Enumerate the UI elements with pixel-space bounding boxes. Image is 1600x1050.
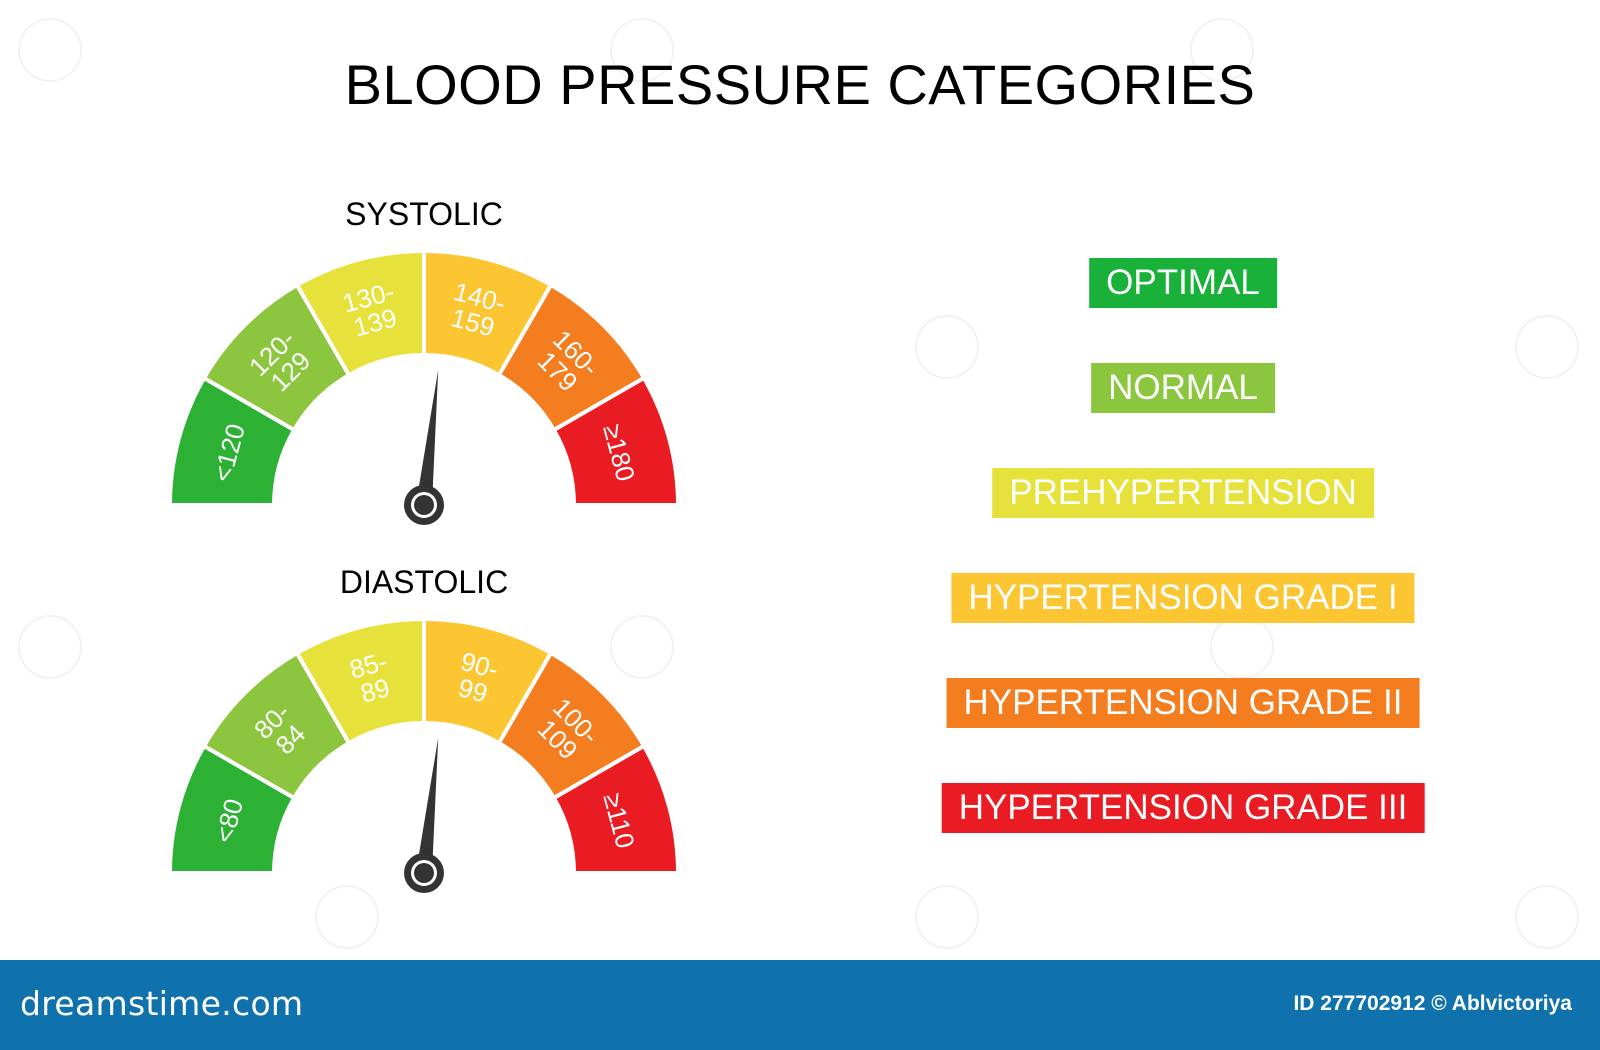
- watermark-icon: [18, 18, 82, 82]
- watermark-icon: [1190, 18, 1254, 82]
- gauge-needle-hub-center: [414, 863, 434, 883]
- legend-prehypertension: PREHYPERTENSION: [992, 468, 1374, 518]
- footer-logo[interactable]: dreamstime.com: [20, 984, 304, 1023]
- gauge-segment-label: 85-89: [346, 646, 397, 710]
- footer-bar: dreamstime.com ID 277702912 © Ablvictori…: [0, 960, 1600, 1050]
- footer-image-id: ID 277702912 © Ablvictoriya: [1293, 992, 1572, 1015]
- watermark-icon: [1210, 615, 1274, 679]
- watermark-icon: [915, 885, 979, 949]
- gauge-segment: [551, 375, 681, 507]
- gauge-needle: [416, 369, 439, 506]
- watermark-icon: [1515, 315, 1579, 379]
- gauge-needle: [416, 737, 439, 874]
- legend-hypertension-grade-2: HYPERTENSION GRADE II: [946, 678, 1420, 728]
- legend-hypertension-grade-1: HYPERTENSION GRADE I: [951, 573, 1415, 623]
- page-title: BLOOD PRESSURE CATEGORIES: [344, 53, 1256, 116]
- legend-hypertension-grade-3: HYPERTENSION GRADE III: [941, 783, 1425, 833]
- watermark-icon: [18, 615, 82, 679]
- watermark-icon: [610, 18, 674, 82]
- gauge-needle-hub-center: [414, 495, 434, 515]
- watermark-icon: [315, 885, 379, 949]
- systolic-label: SYSTOLIC: [345, 196, 503, 232]
- gauge-segment: [551, 743, 681, 875]
- legend-optimal: OPTIMAL: [1089, 258, 1277, 308]
- watermark-icon: [610, 615, 674, 679]
- watermark-icon: [915, 315, 979, 379]
- legend-normal: NORMAL: [1091, 363, 1275, 413]
- watermark-icon: [1515, 885, 1579, 949]
- diastolic-label: DIASTOLIC: [339, 564, 509, 600]
